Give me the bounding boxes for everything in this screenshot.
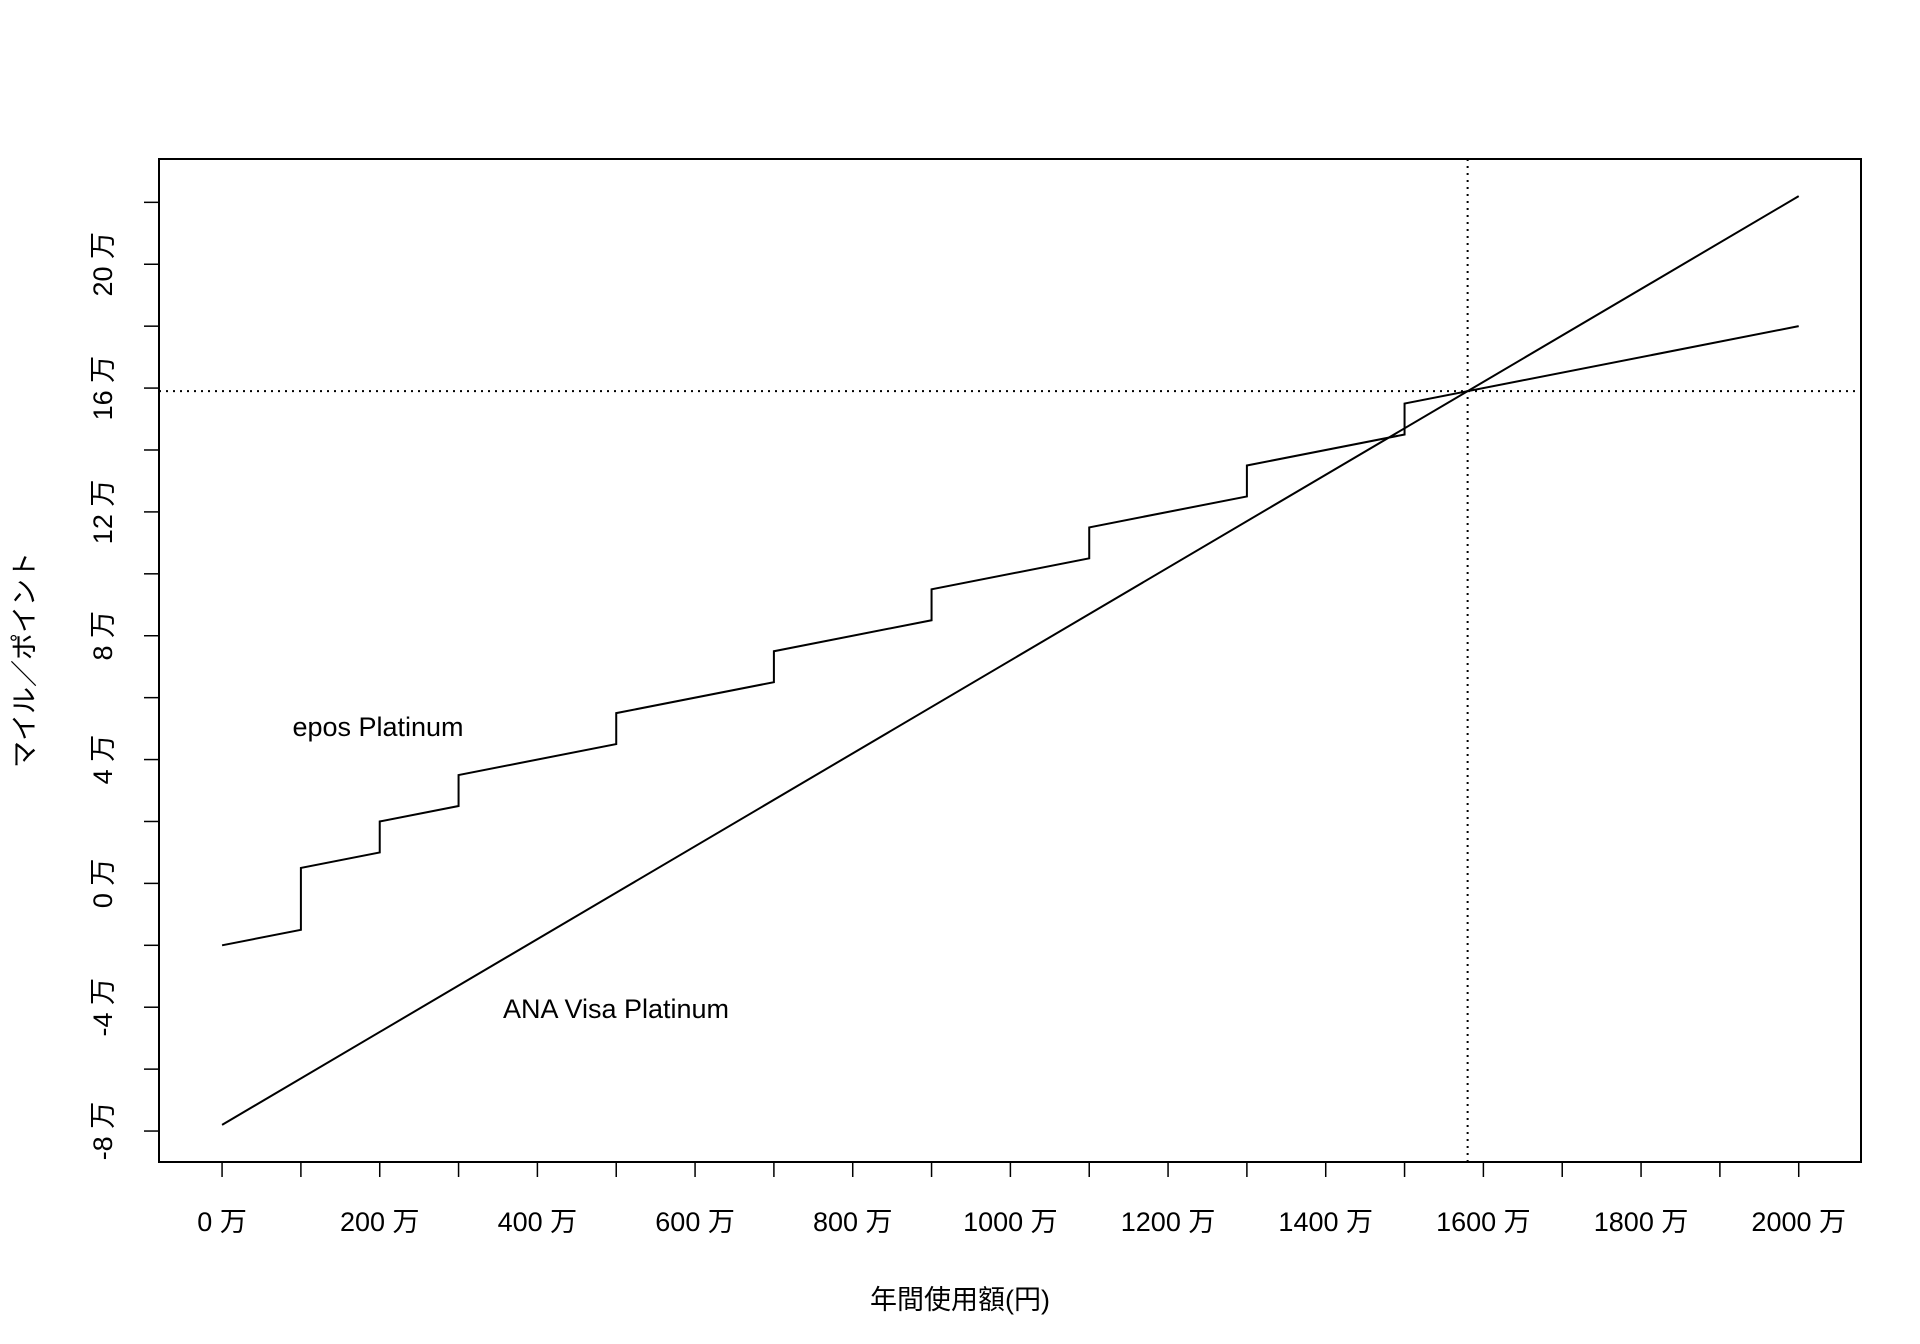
x-tick-label: 2000 万	[1751, 1207, 1846, 1237]
series-line	[221, 325, 1799, 947]
y-tick-label: -8 万	[88, 1102, 118, 1161]
y-tick-label: 8 万	[88, 611, 118, 661]
y-tick-label: 0 万	[88, 859, 118, 909]
x-tick-label: 400 万	[498, 1207, 578, 1237]
x-tick-label: 200 万	[340, 1207, 420, 1237]
series-line	[221, 195, 1800, 1126]
x-tick-label: 1000 万	[963, 1207, 1058, 1237]
x-tick-label: 1400 万	[1278, 1207, 1373, 1237]
y-tick-label: -4 万	[88, 978, 118, 1037]
x-axis-label: 年間使用額(円)	[870, 1285, 1050, 1315]
y-tick-label: 4 万	[88, 735, 118, 785]
y-tick-label: 12 万	[88, 480, 118, 545]
x-tick-label: 1800 万	[1594, 1207, 1689, 1237]
y-tick-label: 16 万	[88, 356, 118, 421]
x-tick-label: 800 万	[813, 1207, 893, 1237]
series-label: ANA Visa Platinum	[503, 994, 729, 1024]
x-tick-label: 600 万	[655, 1207, 735, 1237]
x-tick-label: 1600 万	[1436, 1207, 1531, 1237]
x-tick-label: 0 万	[197, 1207, 247, 1237]
y-tick-label: 20 万	[88, 232, 118, 297]
series-label: epos Platinum	[292, 712, 463, 742]
y-axis-label: マイル／ポイント	[10, 552, 40, 768]
x-tick-label: 1200 万	[1121, 1207, 1216, 1237]
